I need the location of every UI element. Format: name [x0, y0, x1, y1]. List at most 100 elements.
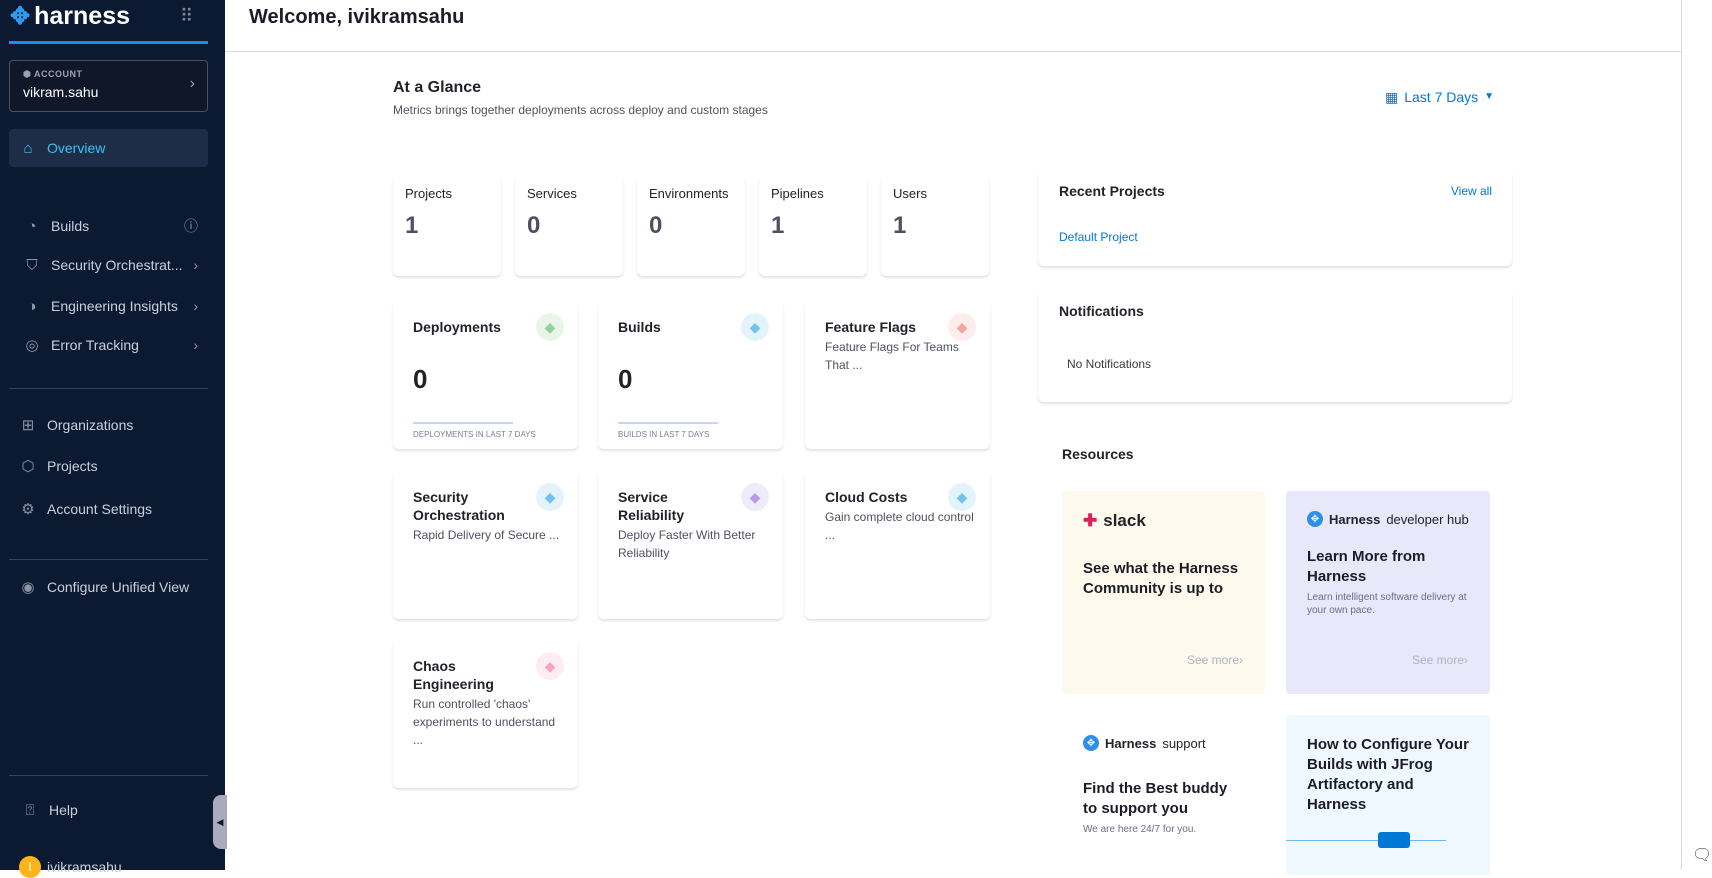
- shield-icon: ⛉: [26, 256, 38, 274]
- page-header: Welcome, ivikramsahu: [225, 0, 1681, 52]
- slack-logo-icon: ✚: [1083, 511, 1098, 530]
- chevron-right-icon: ›: [189, 75, 195, 92]
- resource-card-jfrog[interactable]: How to Configure Your Builds with JFrog …: [1286, 715, 1490, 875]
- module-card-builds[interactable]: Builds ◆ 0 BUILDS IN LAST 7 DAYS: [598, 300, 783, 449]
- caret-down-icon: ▼: [1484, 91, 1495, 102]
- date-range-dropdown[interactable]: ▦ Last 7 Days ▼: [1385, 89, 1494, 106]
- calendar-icon: ▦: [1385, 89, 1399, 105]
- stat-card-users[interactable]: Users 1: [881, 175, 989, 276]
- label: Configure Unified View: [47, 579, 190, 595]
- info-icon[interactable]: ⓘ: [184, 218, 198, 234]
- stat-value: 1: [893, 212, 907, 239]
- module-description: Rapid Delivery of Secure ...: [413, 528, 560, 542]
- module-card-deployments[interactable]: Deployments ◆ 0 DEPLOYMENTS IN LAST 7 DAY…: [393, 300, 578, 449]
- glance-title: At a Glance: [393, 79, 482, 96]
- configure-unified-view-button[interactable]: ◉ Configure Unified View: [9, 568, 208, 606]
- module-title: Service Reliability: [618, 489, 685, 523]
- stat-value: 1: [771, 212, 785, 239]
- sidebar-item-overview[interactable]: ⌂ Overview: [9, 129, 208, 167]
- module-title: Deployments: [413, 319, 501, 335]
- label: Engineering Insights: [51, 298, 178, 314]
- see-more-link[interactable]: See more›: [1411, 653, 1468, 667]
- user-profile[interactable]: I ivikramsahu: [19, 856, 122, 878]
- sparkline: [413, 422, 513, 424]
- sidebar-item-organizations[interactable]: ⊞ Organizations: [9, 406, 208, 444]
- module-card-security-orchestration[interactable]: Security Orchestration ◆ Rapid Delivery …: [393, 470, 578, 619]
- module-description: Gain complete cloud control ...: [825, 510, 974, 542]
- stat-value: 1: [405, 212, 419, 239]
- module-caption: BUILDS IN LAST 7 DAYS: [618, 430, 710, 439]
- sidebar-item-help[interactable]: ⍰ Help: [11, 791, 210, 829]
- brand-text: harness: [34, 2, 130, 30]
- divider: [9, 775, 208, 776]
- module-card-service-reliability[interactable]: Service Reliability ◆ Deploy Faster With…: [598, 470, 783, 619]
- recent-projects-card: Recent Projects View all Default Project: [1038, 169, 1512, 266]
- gear-icon: ⚙: [21, 501, 35, 518]
- label: Security Orchestrat...: [51, 257, 183, 273]
- slack-brand: slack: [1103, 511, 1146, 530]
- module-icon: ◆: [948, 313, 976, 341]
- module-title: Cloud Costs: [825, 489, 908, 505]
- account-name: vikram.sahu: [23, 84, 99, 100]
- stat-value: 0: [649, 212, 663, 239]
- resource-card-support[interactable]: ✥ Harness support Find the Best buddy to s…: [1062, 715, 1265, 875]
- module-title: Chaos Engineering: [413, 658, 494, 692]
- resource-card-developer-hub[interactable]: ✥ Harness developer hub Learn More from Ha…: [1286, 491, 1490, 694]
- pipeline-illustration: [1286, 840, 1446, 841]
- sidebar-item-builds[interactable]: ◔ Builds ⓘ: [13, 207, 212, 245]
- organization-icon: ⊞: [21, 417, 35, 434]
- glance-subtitle: Metrics brings together deployments acro…: [393, 103, 768, 117]
- resource-subtext: We are here 24/7 for you.: [1083, 824, 1197, 835]
- stat-card-projects[interactable]: Projects 1: [393, 175, 501, 276]
- harness-logo-icon: ✥: [1083, 735, 1099, 751]
- sidebar-item-security-orchestration[interactable]: ⛉ Security Orchestrat... ›: [13, 246, 212, 284]
- label: Overview: [47, 140, 106, 156]
- module-icon: ◆: [536, 313, 564, 341]
- recent-project-link[interactable]: Default Project: [1059, 230, 1138, 244]
- brand: Harness: [1329, 511, 1381, 527]
- sidebar-item-projects[interactable]: ⬡ Projects: [9, 447, 208, 485]
- stat-label: Services: [527, 186, 577, 201]
- module-count: 0: [413, 364, 428, 394]
- resource-heading: See what the Harness Community is up to: [1083, 560, 1239, 597]
- harness-logo[interactable]: ✥ harness: [10, 2, 130, 31]
- label: Organizations: [47, 417, 134, 433]
- right-divider: [1681, 0, 1682, 870]
- resource-card-slack[interactable]: ✚ slack See what the Harness Community is…: [1062, 491, 1265, 694]
- stat-label: Users: [893, 186, 927, 201]
- collapse-sidebar-toggle[interactable]: ◀: [213, 795, 227, 849]
- sidebar-item-error-tracking[interactable]: ◎ Error Tracking ›: [13, 326, 212, 364]
- divider: [9, 559, 208, 560]
- module-card-cloud-costs[interactable]: Cloud Costs ◆ Gain complete cloud contro…: [805, 470, 990, 619]
- account-selector[interactable]: ⬢ ACCOUNT vikram.sahu ›: [9, 60, 208, 112]
- chevron-right-icon: ›: [193, 257, 198, 273]
- stat-card-services[interactable]: Services 0: [515, 175, 623, 276]
- stat-card-pipelines[interactable]: Pipelines 1: [759, 175, 867, 276]
- module-icon: ◆: [741, 483, 769, 511]
- avatar: I: [19, 856, 41, 878]
- label: Help: [49, 802, 78, 818]
- app-grid-icon[interactable]: ⠿: [180, 6, 194, 26]
- no-notifications-text: No Notifications: [1067, 357, 1152, 371]
- stat-card-environments[interactable]: Environments 0: [637, 175, 745, 276]
- brand-suffix: developer hub: [1386, 511, 1469, 527]
- chevron-right-icon: ›: [193, 337, 198, 353]
- stat-label: Pipelines: [771, 186, 824, 201]
- label: Builds: [51, 218, 90, 234]
- recent-projects-title: Recent Projects: [1059, 183, 1165, 199]
- notifications-card: Notifications No Notifications: [1038, 289, 1512, 402]
- sparkline: [618, 422, 718, 424]
- module-description: Deploy Faster With Better Reliability: [618, 528, 756, 560]
- view-all-link[interactable]: View all: [1450, 184, 1492, 198]
- sidebar-item-account-settings[interactable]: ⚙ Account Settings: [9, 490, 208, 528]
- chat-icon[interactable]: 🗨: [1692, 847, 1712, 864]
- label: Error Tracking: [51, 337, 139, 353]
- label: Account Settings: [47, 501, 153, 517]
- module-card-feature-flags[interactable]: Feature Flags ◆ Feature Flags For Teams …: [805, 300, 990, 449]
- see-more-link[interactable]: See more›: [1186, 653, 1243, 667]
- help-icon: ⍰: [25, 801, 35, 819]
- sidebar-item-engineering-insights[interactable]: ◑ Engineering Insights ›: [13, 287, 212, 325]
- stat-value: 0: [527, 212, 541, 239]
- brand: Harness: [1105, 735, 1157, 751]
- module-card-chaos-engineering[interactable]: Chaos Engineering ◆ Run controlled 'chao…: [393, 639, 578, 788]
